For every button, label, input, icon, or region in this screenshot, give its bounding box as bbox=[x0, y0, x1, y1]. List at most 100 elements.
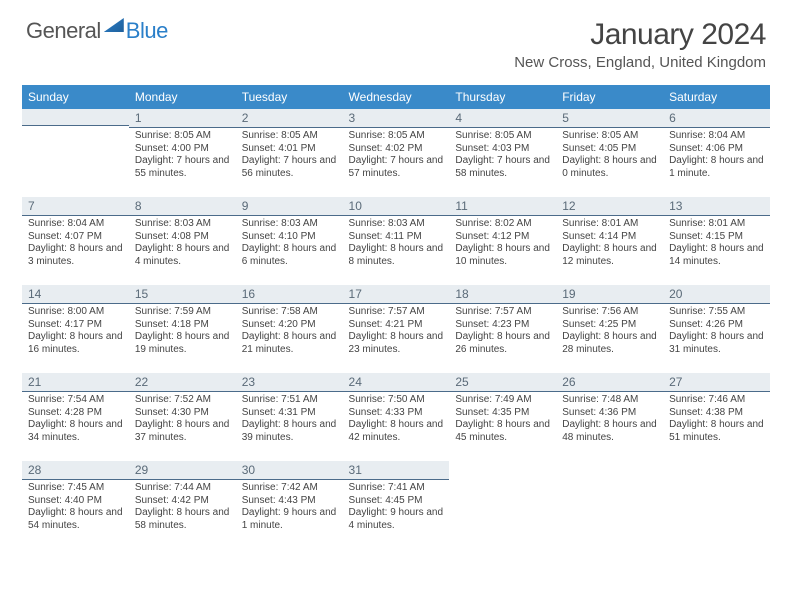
dow-wed: Wednesday bbox=[343, 85, 450, 109]
brand-name-1: General bbox=[26, 18, 101, 44]
day-number: 6 bbox=[663, 109, 770, 128]
daylight-line: Daylight: 8 hours and 23 minutes. bbox=[349, 331, 444, 356]
daylight-line: Daylight: 8 hours and 42 minutes. bbox=[349, 419, 444, 444]
dow-sat: Saturday bbox=[663, 85, 770, 109]
sunrise-line: Sunrise: 8:05 AM bbox=[349, 130, 444, 143]
day-number: 31 bbox=[343, 461, 450, 480]
calendar-week-row: 7Sunrise: 8:04 AMSunset: 4:07 PMDaylight… bbox=[22, 197, 770, 285]
daylight-line: Daylight: 7 hours and 56 minutes. bbox=[242, 155, 337, 180]
sunset-line: Sunset: 4:05 PM bbox=[562, 143, 657, 156]
day-info: Sunrise: 7:45 AMSunset: 4:40 PMDaylight:… bbox=[22, 480, 129, 536]
day-number: 23 bbox=[236, 373, 343, 392]
sunrise-line: Sunrise: 8:05 AM bbox=[242, 130, 337, 143]
day-number: 24 bbox=[343, 373, 450, 392]
sunset-line: Sunset: 4:06 PM bbox=[669, 143, 764, 156]
day-info: Sunrise: 7:44 AMSunset: 4:42 PMDaylight:… bbox=[129, 480, 236, 536]
dow-header-row: Sunday Monday Tuesday Wednesday Thursday… bbox=[22, 85, 770, 109]
calendar-cell: 27Sunrise: 7:46 AMSunset: 4:38 PMDayligh… bbox=[663, 373, 770, 461]
sunrise-line: Sunrise: 7:58 AM bbox=[242, 306, 337, 319]
daylight-line: Daylight: 8 hours and 34 minutes. bbox=[28, 419, 123, 444]
day-number: 2 bbox=[236, 109, 343, 128]
day-number: 12 bbox=[556, 197, 663, 216]
sunrise-line: Sunrise: 7:51 AM bbox=[242, 394, 337, 407]
day-info: Sunrise: 7:58 AMSunset: 4:20 PMDaylight:… bbox=[236, 304, 343, 360]
day-info: Sunrise: 7:57 AMSunset: 4:21 PMDaylight:… bbox=[343, 304, 450, 360]
daylight-line: Daylight: 7 hours and 58 minutes. bbox=[455, 155, 550, 180]
sunset-line: Sunset: 4:14 PM bbox=[562, 231, 657, 244]
sunrise-line: Sunrise: 7:45 AM bbox=[28, 482, 123, 495]
daylight-line: Daylight: 8 hours and 26 minutes. bbox=[455, 331, 550, 356]
daylight-line: Daylight: 8 hours and 12 minutes. bbox=[562, 243, 657, 268]
calendar-week-row: 21Sunrise: 7:54 AMSunset: 4:28 PMDayligh… bbox=[22, 373, 770, 461]
day-number: 16 bbox=[236, 285, 343, 304]
calendar-cell: 13Sunrise: 8:01 AMSunset: 4:15 PMDayligh… bbox=[663, 197, 770, 285]
day-number: 5 bbox=[556, 109, 663, 128]
calendar-cell: 14Sunrise: 8:00 AMSunset: 4:17 PMDayligh… bbox=[22, 285, 129, 373]
calendar-cell: 3Sunrise: 8:05 AMSunset: 4:02 PMDaylight… bbox=[343, 109, 450, 197]
calendar-cell: 28Sunrise: 7:45 AMSunset: 4:40 PMDayligh… bbox=[22, 461, 129, 549]
day-number: 1 bbox=[129, 109, 236, 128]
sunrise-line: Sunrise: 8:02 AM bbox=[455, 218, 550, 231]
calendar-cell: 4Sunrise: 8:05 AMSunset: 4:03 PMDaylight… bbox=[449, 109, 556, 197]
day-number: 15 bbox=[129, 285, 236, 304]
sunrise-line: Sunrise: 7:57 AM bbox=[455, 306, 550, 319]
daylight-line: Daylight: 8 hours and 1 minute. bbox=[669, 155, 764, 180]
dow-sun: Sunday bbox=[22, 85, 129, 109]
day-number: 28 bbox=[22, 461, 129, 480]
day-info: Sunrise: 8:03 AMSunset: 4:11 PMDaylight:… bbox=[343, 216, 450, 272]
day-info: Sunrise: 7:57 AMSunset: 4:23 PMDaylight:… bbox=[449, 304, 556, 360]
day-info: Sunrise: 8:05 AMSunset: 4:03 PMDaylight:… bbox=[449, 128, 556, 184]
calendar-cell: 7Sunrise: 8:04 AMSunset: 4:07 PMDaylight… bbox=[22, 197, 129, 285]
day-info: Sunrise: 7:52 AMSunset: 4:30 PMDaylight:… bbox=[129, 392, 236, 448]
sunset-line: Sunset: 4:02 PM bbox=[349, 143, 444, 156]
sunset-line: Sunset: 4:08 PM bbox=[135, 231, 230, 244]
day-number: 19 bbox=[556, 285, 663, 304]
dow-tue: Tuesday bbox=[236, 85, 343, 109]
day-info: Sunrise: 7:41 AMSunset: 4:45 PMDaylight:… bbox=[343, 480, 450, 536]
day-number: 25 bbox=[449, 373, 556, 392]
calendar-cell: 6 Sunrise: 8:04 AMSunset: 4:06 PMDaylight… bbox=[663, 109, 770, 197]
location-subtitle: New Cross, England, United Kingdom bbox=[514, 54, 766, 71]
daylight-line: Daylight: 8 hours and 39 minutes. bbox=[242, 419, 337, 444]
sunrise-line: Sunrise: 7:46 AM bbox=[669, 394, 764, 407]
sunset-line: Sunset: 4:31 PM bbox=[242, 407, 337, 420]
day-number: 29 bbox=[129, 461, 236, 480]
day-number: 20 bbox=[663, 285, 770, 304]
sunrise-line: Sunrise: 8:03 AM bbox=[242, 218, 337, 231]
sunset-line: Sunset: 4:35 PM bbox=[455, 407, 550, 420]
day-info: Sunrise: 8:03 AMSunset: 4:10 PMDaylight:… bbox=[236, 216, 343, 272]
sunrise-line: Sunrise: 7:59 AM bbox=[135, 306, 230, 319]
header: General Blue January 2024 New Cross, Eng… bbox=[22, 18, 770, 73]
empty-day-header bbox=[22, 109, 129, 126]
day-info: Sunrise: 7:56 AMSunset: 4:25 PMDaylight:… bbox=[556, 304, 663, 360]
daylight-line: Daylight: 8 hours and 54 minutes. bbox=[28, 507, 123, 532]
calendar-cell: 25Sunrise: 7:49 AMSunset: 4:35 PMDayligh… bbox=[449, 373, 556, 461]
daylight-line: Daylight: 8 hours and 58 minutes. bbox=[135, 507, 230, 532]
sunrise-line: Sunrise: 8:04 AM bbox=[669, 130, 764, 143]
day-number: 11 bbox=[449, 197, 556, 216]
sunset-line: Sunset: 4:43 PM bbox=[242, 495, 337, 508]
day-info: Sunrise: 8:05 AMSunset: 4:01 PMDaylight:… bbox=[236, 128, 343, 184]
sunset-line: Sunset: 4:01 PM bbox=[242, 143, 337, 156]
day-number: 21 bbox=[22, 373, 129, 392]
daylight-line: Daylight: 8 hours and 10 minutes. bbox=[455, 243, 550, 268]
calendar-cell: 26Sunrise: 7:48 AMSunset: 4:36 PMDayligh… bbox=[556, 373, 663, 461]
day-number: 7 bbox=[22, 197, 129, 216]
brand-logo: General Blue bbox=[26, 18, 168, 44]
day-info: Sunrise: 7:48 AMSunset: 4:36 PMDaylight:… bbox=[556, 392, 663, 448]
sunset-line: Sunset: 4:20 PM bbox=[242, 319, 337, 332]
day-info: Sunrise: 7:59 AMSunset: 4:18 PMDaylight:… bbox=[129, 304, 236, 360]
sunset-line: Sunset: 4:38 PM bbox=[669, 407, 764, 420]
calendar-cell bbox=[22, 109, 129, 197]
day-info: Sunrise: 7:46 AMSunset: 4:38 PMDaylight:… bbox=[663, 392, 770, 448]
daylight-line: Daylight: 8 hours and 21 minutes. bbox=[242, 331, 337, 356]
sunset-line: Sunset: 4:23 PM bbox=[455, 319, 550, 332]
sunrise-line: Sunrise: 7:41 AM bbox=[349, 482, 444, 495]
day-number: 3 bbox=[343, 109, 450, 128]
calendar-cell: 29Sunrise: 7:44 AMSunset: 4:42 PMDayligh… bbox=[129, 461, 236, 549]
sunrise-line: Sunrise: 7:56 AM bbox=[562, 306, 657, 319]
daylight-line: Daylight: 8 hours and 14 minutes. bbox=[669, 243, 764, 268]
sunset-line: Sunset: 4:12 PM bbox=[455, 231, 550, 244]
daylight-line: Daylight: 8 hours and 51 minutes. bbox=[669, 419, 764, 444]
day-info: Sunrise: 8:02 AMSunset: 4:12 PMDaylight:… bbox=[449, 216, 556, 272]
